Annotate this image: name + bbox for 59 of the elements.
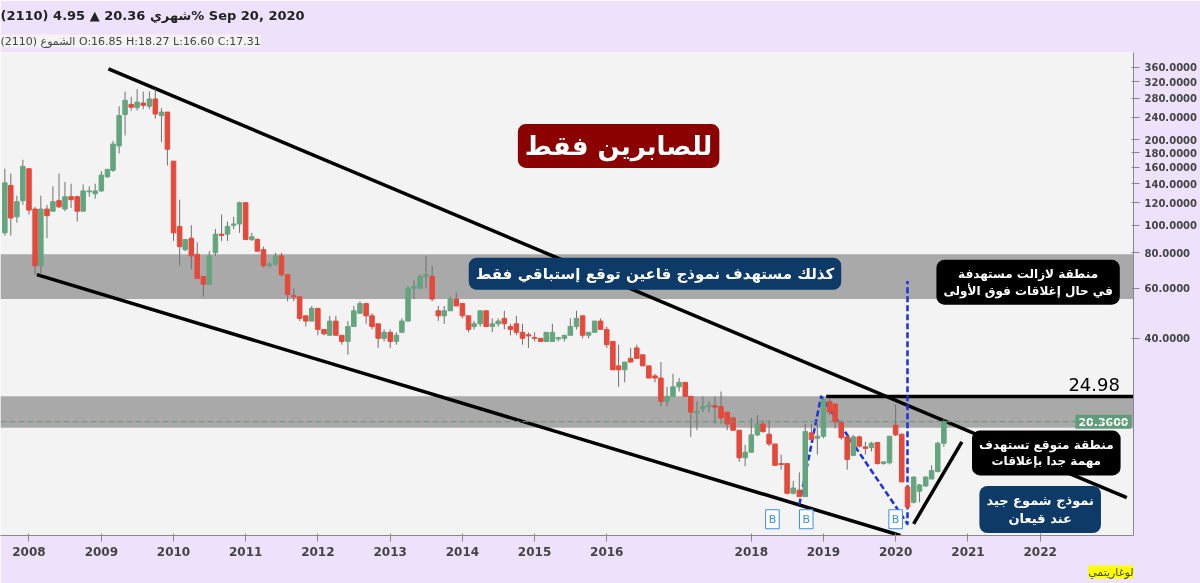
candlestick [621, 361, 628, 383]
candlestick [796, 471, 803, 498]
y-tick-label: 320.0000 [1144, 76, 1198, 88]
chart-title: (2110) شهري 20.36 ▲ 4.95% Sep 20, 2020 [0, 7, 305, 23]
annotation: B [891, 512, 900, 526]
y-tick-label: 360.0000 [1144, 62, 1198, 74]
x-tick-label: 2019 [806, 544, 841, 559]
candlestick [429, 265, 435, 302]
x-tick-label: 2011 [228, 544, 263, 559]
x-tick-label: 2010 [156, 544, 191, 559]
y-tick-label: 40.0000 [1144, 333, 1191, 345]
x-tick-label: 2015 [517, 544, 552, 559]
candlestick [56, 173, 62, 209]
candlestick [14, 195, 20, 224]
candlestick [224, 221, 231, 242]
x-tick-label: 2013 [373, 544, 407, 559]
y-tick-label: 280.0000 [1144, 93, 1198, 105]
x-tick-label: 2014 [445, 544, 480, 559]
x-tick-label: 2022 [1023, 544, 1057, 559]
candlestick [152, 88, 159, 120]
chart-subtitle: الشموع (2110) O:16.85 H:18.27 L:16.60 C:17.31 [0, 34, 261, 48]
candlestick [62, 181, 68, 212]
y-tick-label: 240.0000 [1144, 112, 1198, 124]
x-tick-label: 2020 [878, 544, 913, 559]
annotation: منطقة متوقع تستهدف مهمة جدا بإغلاقات [979, 437, 1114, 469]
candlestick [387, 328, 393, 349]
y-tick-label: 120.0000 [1144, 197, 1198, 209]
candlestick [50, 185, 56, 212]
annotation: نموذج شموع جيد عند قيعان [986, 492, 1094, 526]
candlestick [904, 484, 911, 510]
y-tick-label: 200.0000 [1144, 134, 1198, 146]
candlestick [122, 91, 128, 136]
candlestick [579, 315, 586, 339]
y-tick-label: 80.0000 [1144, 247, 1191, 259]
candlestick [134, 88, 140, 112]
candlestick [44, 204, 50, 239]
x-tick-label: 2009 [84, 544, 119, 559]
x-tick-label: 2008 [12, 544, 46, 559]
annotation: منطقة لازالت مستهدفة في حال إغلاقات فوق الأولى [943, 266, 1113, 299]
annotation: كذلك مستهدف نموذج قاعين توقع إستباقي فقط [475, 264, 835, 283]
candlestick [501, 310, 508, 330]
ref-line-label: 20.3600 [1078, 415, 1129, 429]
y-tick-label: 60.0000 [1144, 283, 1191, 295]
x-tick-label: 2012 [301, 544, 335, 559]
x-tick-label: 2016 [590, 544, 624, 559]
x-tick-label: 2021 [951, 544, 985, 559]
candlestick [158, 107, 165, 143]
annotation: B [768, 512, 777, 526]
y-tick-label: 100.0000 [1144, 220, 1198, 232]
y-tick-label: 180.0000 [1144, 147, 1198, 159]
text: لوغاريتمي [1088, 565, 1134, 579]
y-tick-label: 160.0000 [1144, 162, 1198, 174]
x-tick-label: 2018 [734, 544, 768, 559]
line-series [798, 279, 909, 526]
candlestick [326, 315, 333, 336]
annotation: للصابرين فقط [524, 130, 713, 162]
annotation: B [802, 512, 811, 526]
y-tick-label: 140.0000 [1144, 178, 1198, 190]
annotation: 24.98 [1068, 374, 1120, 396]
